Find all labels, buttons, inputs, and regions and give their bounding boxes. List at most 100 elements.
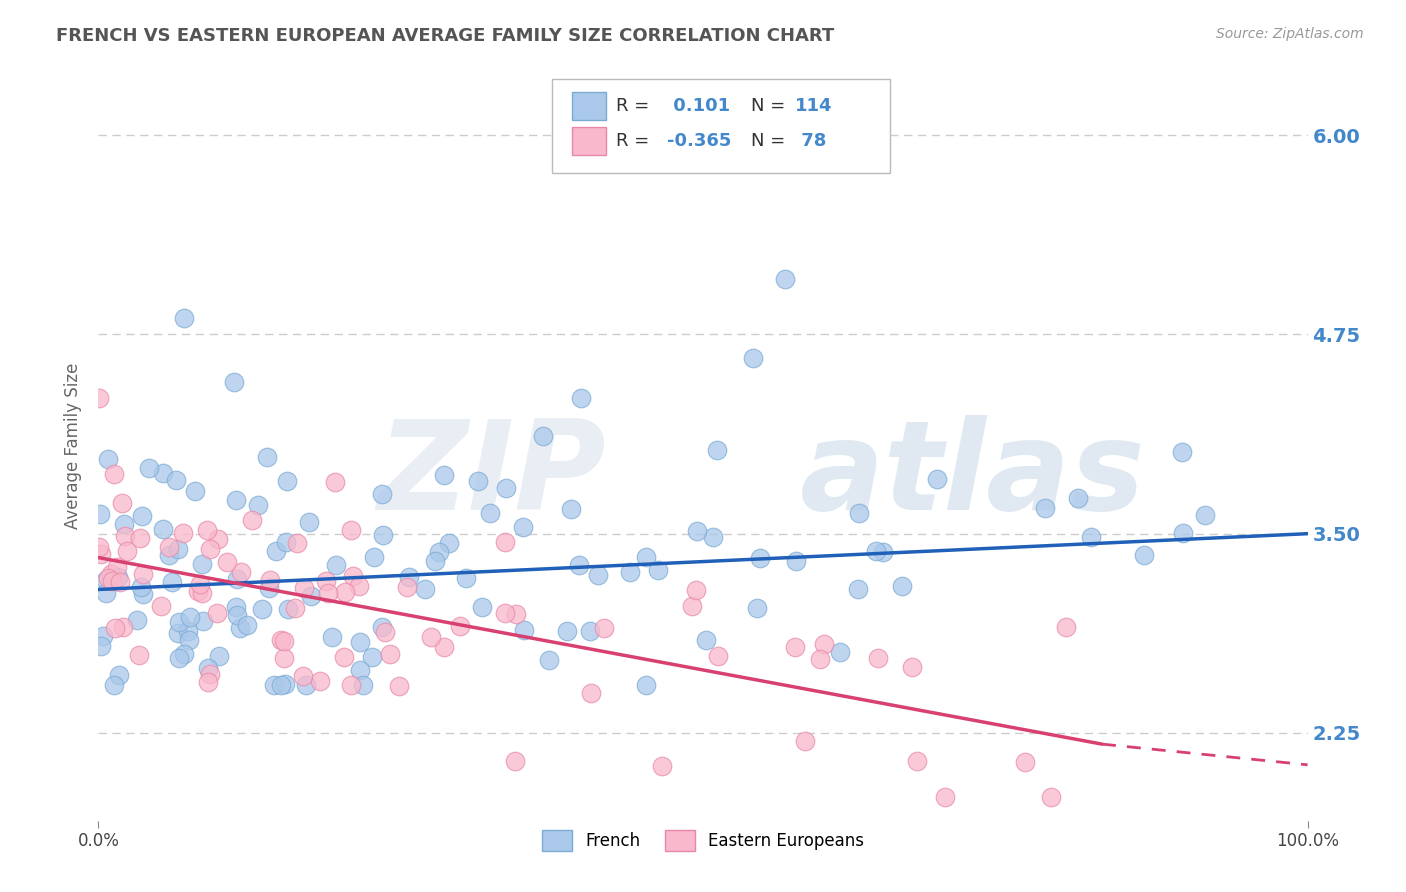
Point (323, 475, 346, 489)
Point (494, 606, 516, 620)
Point (236, 618, 259, 632)
Point (231, 566, 253, 580)
Point (505, 607, 527, 622)
Point (167, 651, 190, 665)
Point (107, 570, 129, 584)
Point (413, 582, 436, 597)
Point (352, 678, 374, 692)
Point (686, 524, 709, 539)
Point (1033, 501, 1056, 516)
Point (207, 532, 229, 546)
Text: R =: R = (616, 132, 655, 150)
Point (195, 523, 218, 537)
Point (569, 391, 592, 405)
Point (371, 487, 394, 501)
Point (167, 541, 190, 556)
Point (1054, 620, 1077, 634)
Point (225, 493, 247, 508)
Point (274, 534, 297, 549)
Text: Source: ZipAtlas.com: Source: ZipAtlas.com (1216, 27, 1364, 41)
Point (264, 544, 287, 558)
Point (226, 572, 249, 586)
Point (537, 653, 560, 667)
Point (773, 271, 796, 285)
Point (240, 513, 263, 527)
Point (208, 648, 231, 663)
Point (745, 601, 768, 615)
Y-axis label: Average Family Size: Average Family Size (65, 363, 83, 529)
Point (277, 602, 299, 616)
Point (647, 563, 669, 577)
Point (90, 640, 112, 654)
Point (901, 660, 924, 674)
Point (695, 633, 717, 648)
Point (578, 624, 600, 638)
Point (173, 311, 195, 326)
Point (433, 640, 456, 654)
Point (108, 574, 131, 589)
Point (97, 451, 120, 466)
Point (702, 530, 724, 544)
Point (1171, 444, 1194, 458)
Text: -0.365: -0.365 (666, 132, 731, 150)
Point (433, 467, 456, 482)
Text: 114: 114 (794, 97, 832, 115)
Point (111, 496, 134, 510)
Point (152, 522, 174, 536)
Point (188, 576, 211, 591)
Point (89, 508, 111, 522)
Point (273, 651, 295, 665)
Point (157, 548, 180, 562)
Point (1133, 548, 1156, 562)
Point (533, 429, 555, 443)
Point (309, 673, 332, 688)
Point (197, 661, 219, 675)
Point (512, 520, 534, 534)
Point (197, 674, 219, 689)
Point (229, 621, 252, 635)
Point (152, 466, 174, 480)
Point (479, 506, 502, 520)
Point (200, 667, 222, 681)
Text: N =: N = (751, 132, 792, 150)
Point (250, 602, 273, 616)
Point (138, 461, 160, 475)
FancyBboxPatch shape (551, 78, 890, 172)
Point (927, 472, 949, 486)
Point (449, 619, 471, 633)
Point (167, 625, 190, 640)
Point (125, 613, 148, 627)
Point (90, 547, 112, 561)
Point (263, 678, 285, 692)
Point (103, 678, 125, 692)
Point (339, 678, 361, 692)
Point (270, 633, 292, 648)
Point (349, 663, 371, 677)
Point (191, 557, 214, 571)
Point (868, 651, 890, 665)
Point (179, 610, 201, 624)
Point (872, 545, 894, 559)
Point (467, 474, 489, 488)
Point (157, 540, 180, 554)
Point (105, 560, 128, 574)
Point (112, 517, 135, 532)
Point (388, 679, 411, 693)
Point (298, 515, 321, 529)
Point (131, 587, 153, 601)
Point (634, 678, 657, 692)
Point (316, 585, 339, 599)
Text: N =: N = (751, 97, 792, 115)
Point (437, 536, 460, 550)
Point (636, 549, 658, 564)
Point (846, 582, 869, 597)
Point (645, 152, 668, 166)
Point (270, 678, 292, 692)
Point (167, 615, 190, 629)
Point (87, 391, 110, 405)
Point (256, 450, 278, 464)
Point (96, 573, 118, 587)
Point (97, 571, 120, 585)
Point (257, 581, 280, 595)
Point (215, 555, 238, 569)
